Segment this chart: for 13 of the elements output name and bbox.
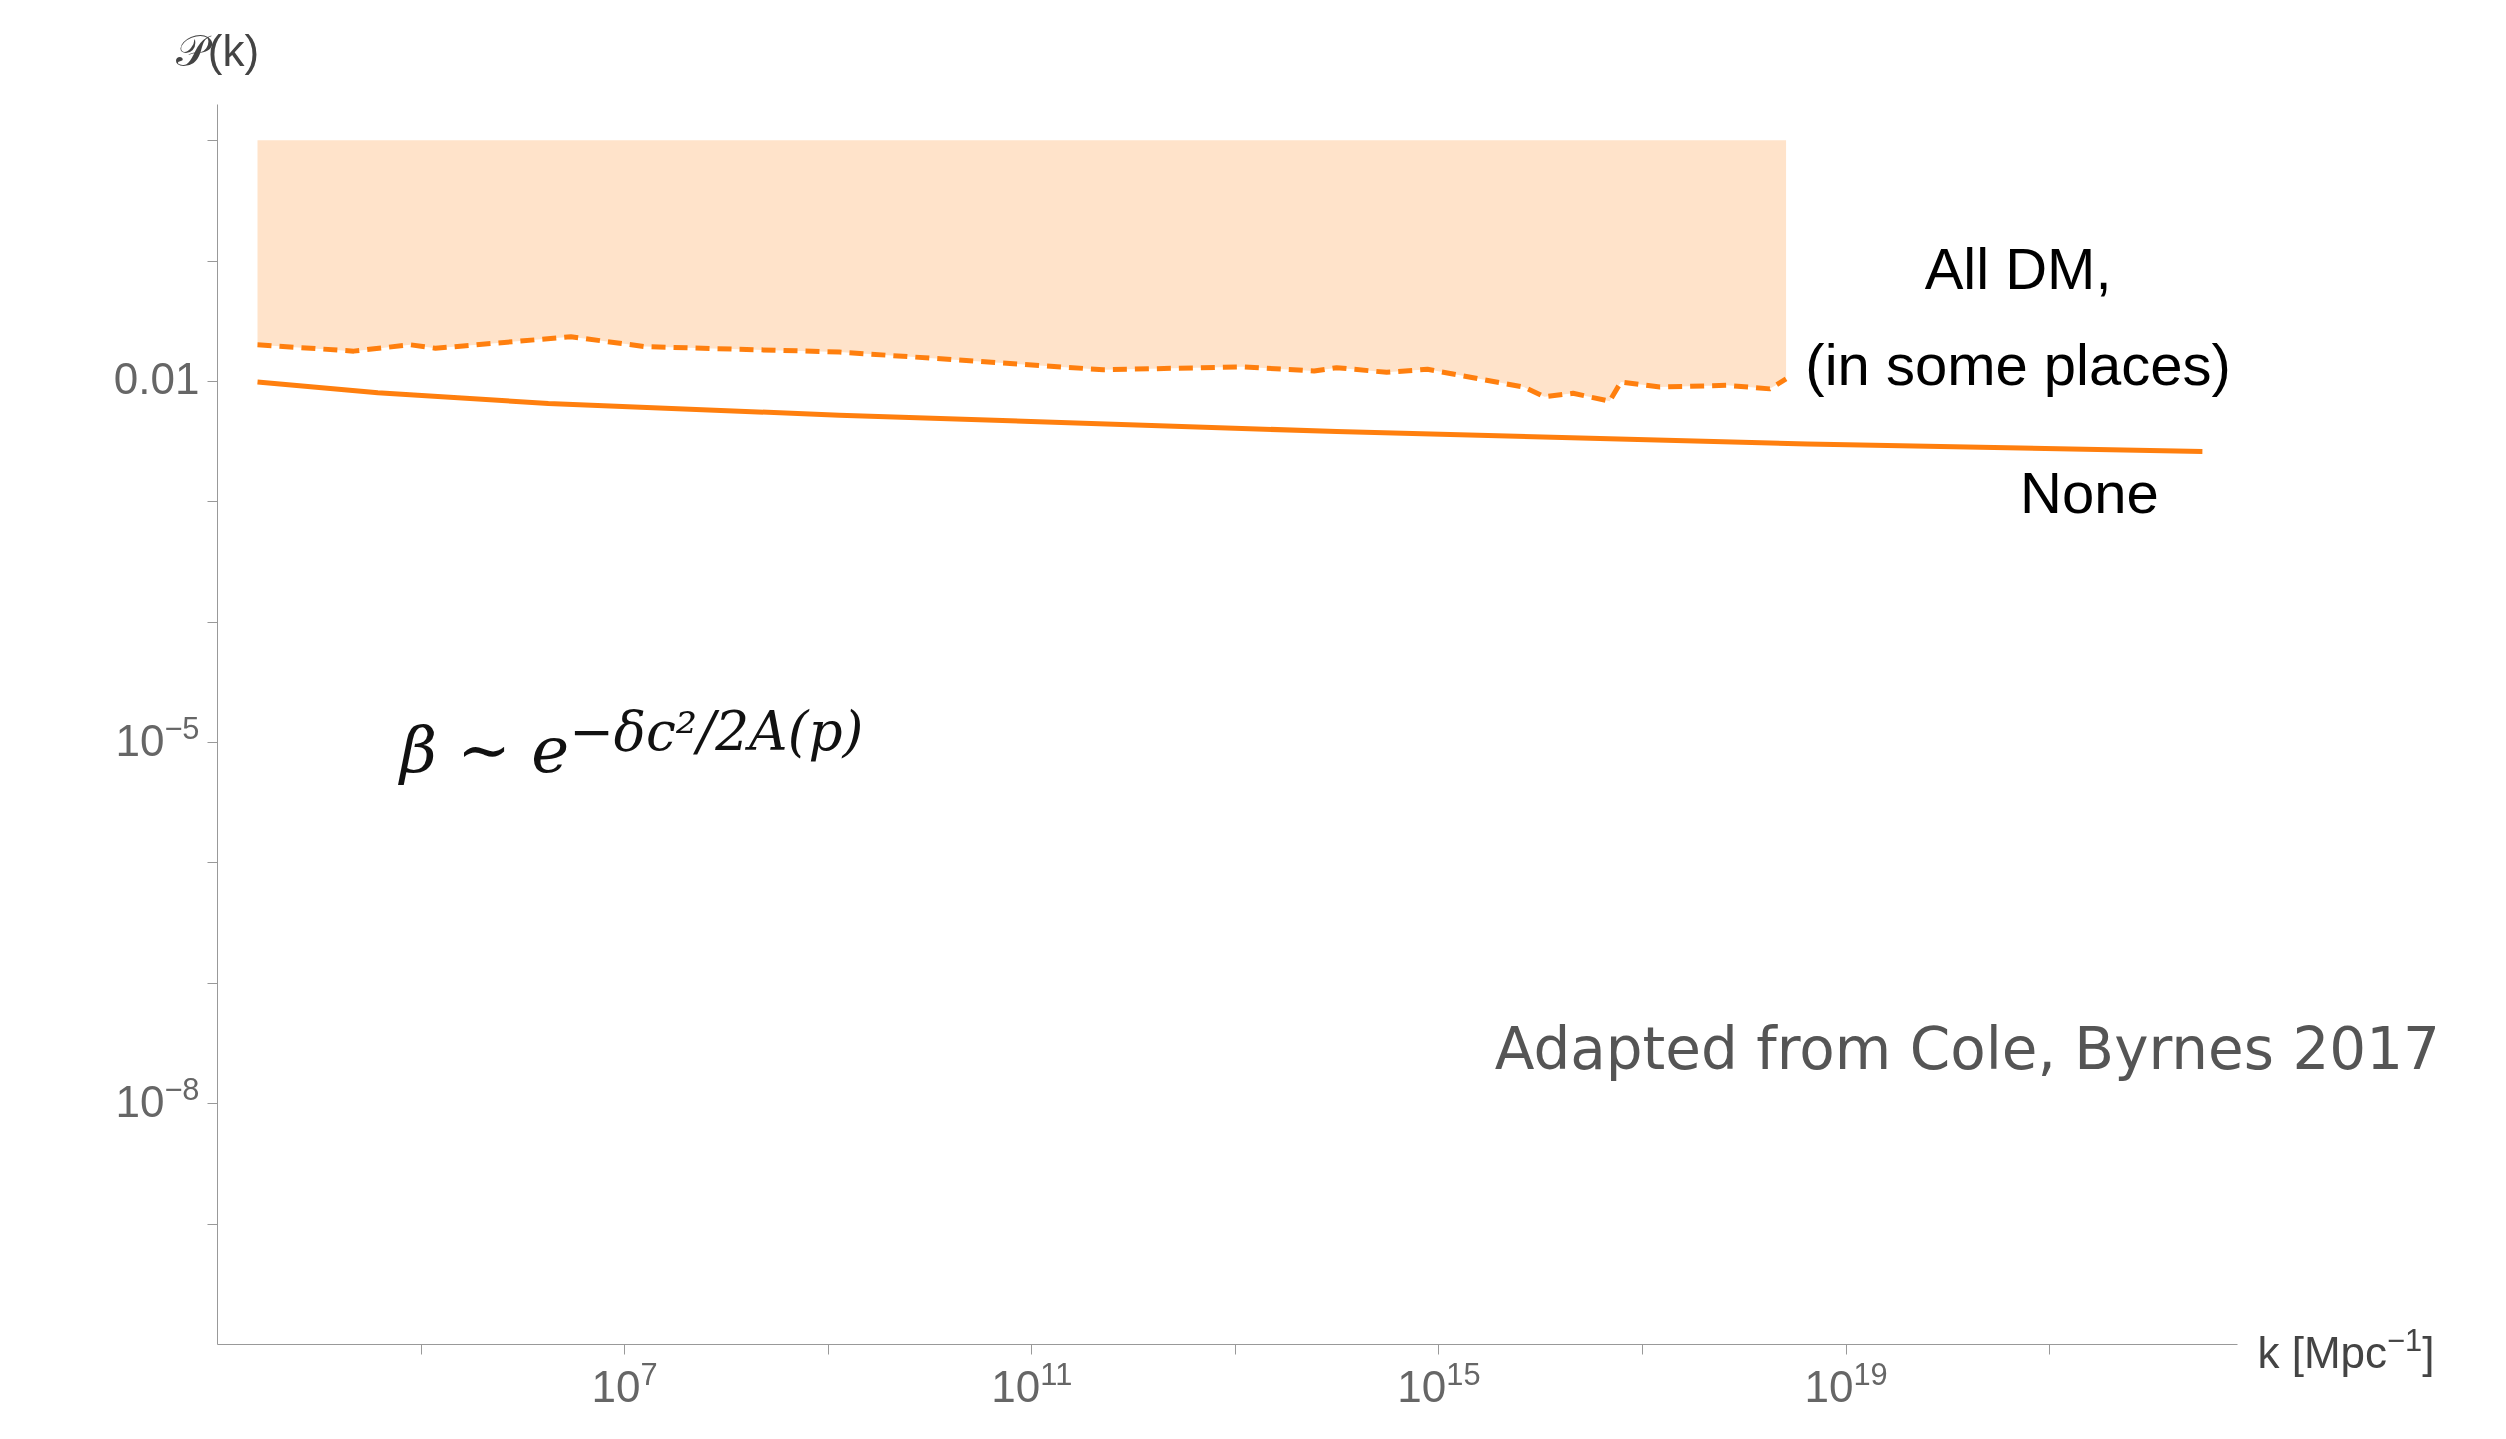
x-axis-title: k [Mpc$^{−1}$] (2257, 1322, 2435, 1377)
y-tick-label: 10$^{−8}$ (115, 1071, 200, 1126)
x-tick-label: 10$^{11}$ (991, 1356, 1073, 1411)
x-tick-label: 10$^{19}$ (1804, 1356, 1888, 1411)
series-label: None (2020, 460, 2159, 526)
annotation: Adapted from Cole, Byrnes 2017 (1494, 1015, 2440, 1083)
y-axis-title: 𝒫(k) (175, 25, 260, 75)
y-tick-label: 10$^{−5}$ (115, 710, 200, 765)
series-label: All DM, (in some places) (1805, 235, 2231, 397)
y-tick-label: 0.01 (113, 354, 200, 404)
annotation: β ∼ e$^{−δc²/2A(p)}$ (400, 700, 864, 788)
x-tick-label: 10$^{15}$ (1397, 1356, 1481, 1411)
x-tick-label: 10$^{7}$ (591, 1356, 658, 1411)
